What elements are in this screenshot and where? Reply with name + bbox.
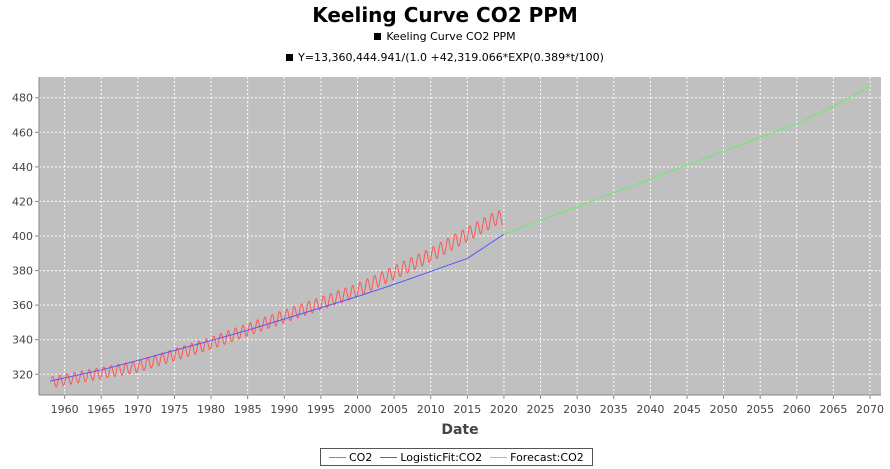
x-axis-label: Date [441,422,478,438]
y-tick-label: 320 [12,368,33,381]
y-tick-label: 460 [12,126,33,139]
legend-swatch [329,456,346,458]
chart-title: Keeling Curve CO2 PPM [312,3,578,27]
x-tick-label: 1985 [234,403,262,416]
legend-label: LogisticFit:CO2 [400,450,483,464]
legend: CO2 LogisticFit:CO2 Forecast:CO2 [320,448,593,466]
x-tick-label: 2010 [417,403,445,416]
x-tick-label: 2070 [856,403,884,416]
legend-swatch [380,456,398,458]
subtitle-equation-text: Y=13,360,444.941/(1.0 +42,319.066*EXP(0.… [298,51,604,64]
x-tick-label: 2055 [746,403,774,416]
gridlines [39,77,881,395]
x-tick-label: 2025 [527,403,555,416]
x-tick-label: 1995 [307,403,335,416]
y-tick-label: 420 [12,195,33,208]
legend-item: LogisticFit:CO2 [380,451,482,464]
x-tick-label: 2040 [636,403,664,416]
legend-item: CO2 [329,451,372,464]
legend-item: Forecast:CO2 [490,451,584,464]
subtitle-series-text: Keeling Curve CO2 PPM [386,30,516,43]
subtitle-series: Keeling Curve CO2 PPM [0,30,890,43]
subtitle-square-icon [286,54,294,61]
x-tick-label: 2050 [710,403,738,416]
x-tick-label: 2020 [490,403,518,416]
x-tick-label: 2060 [783,403,811,416]
y-tick-label: 400 [12,230,33,243]
y-tick-label: 380 [12,265,33,278]
x-tick-label: 2030 [563,403,591,416]
x-tick-label: 1960 [51,403,79,416]
series-layer [49,85,871,388]
x-tick-label: 1975 [160,403,188,416]
legend-label: CO2 [349,450,373,464]
subtitle-equation: Y=13,360,444.941/(1.0 +42,319.066*EXP(0.… [0,51,890,64]
y-tick-label: 360 [12,299,33,312]
y-tick-label: 480 [12,92,33,105]
x-tick-label: 2005 [380,403,408,416]
axes: 1960 1965 1970 1975 1980 1985 1990 1995 2000 2005… [12,77,884,416]
y-tick-label: 440 [12,161,33,174]
x-tick-label: 1980 [197,403,225,416]
x-tick-label: 2000 [343,403,371,416]
series-line-forecast-co2 [503,85,871,235]
x-tick-label: 1990 [270,403,298,416]
x-tick-label: 2035 [600,403,628,416]
subtitle-square-icon [374,33,382,40]
y-tick-label: 340 [12,334,33,347]
x-tick-label: 1965 [87,403,115,416]
legend-swatch [490,456,508,458]
legend-label: Forecast:CO2 [510,450,584,464]
x-tick-label: 2065 [819,403,847,416]
x-tick-label: 2045 [673,403,701,416]
series-line-logisticfit-co2 [49,233,505,382]
x-tick-label: 2015 [453,403,481,416]
x-tick-label: 1970 [124,403,152,416]
